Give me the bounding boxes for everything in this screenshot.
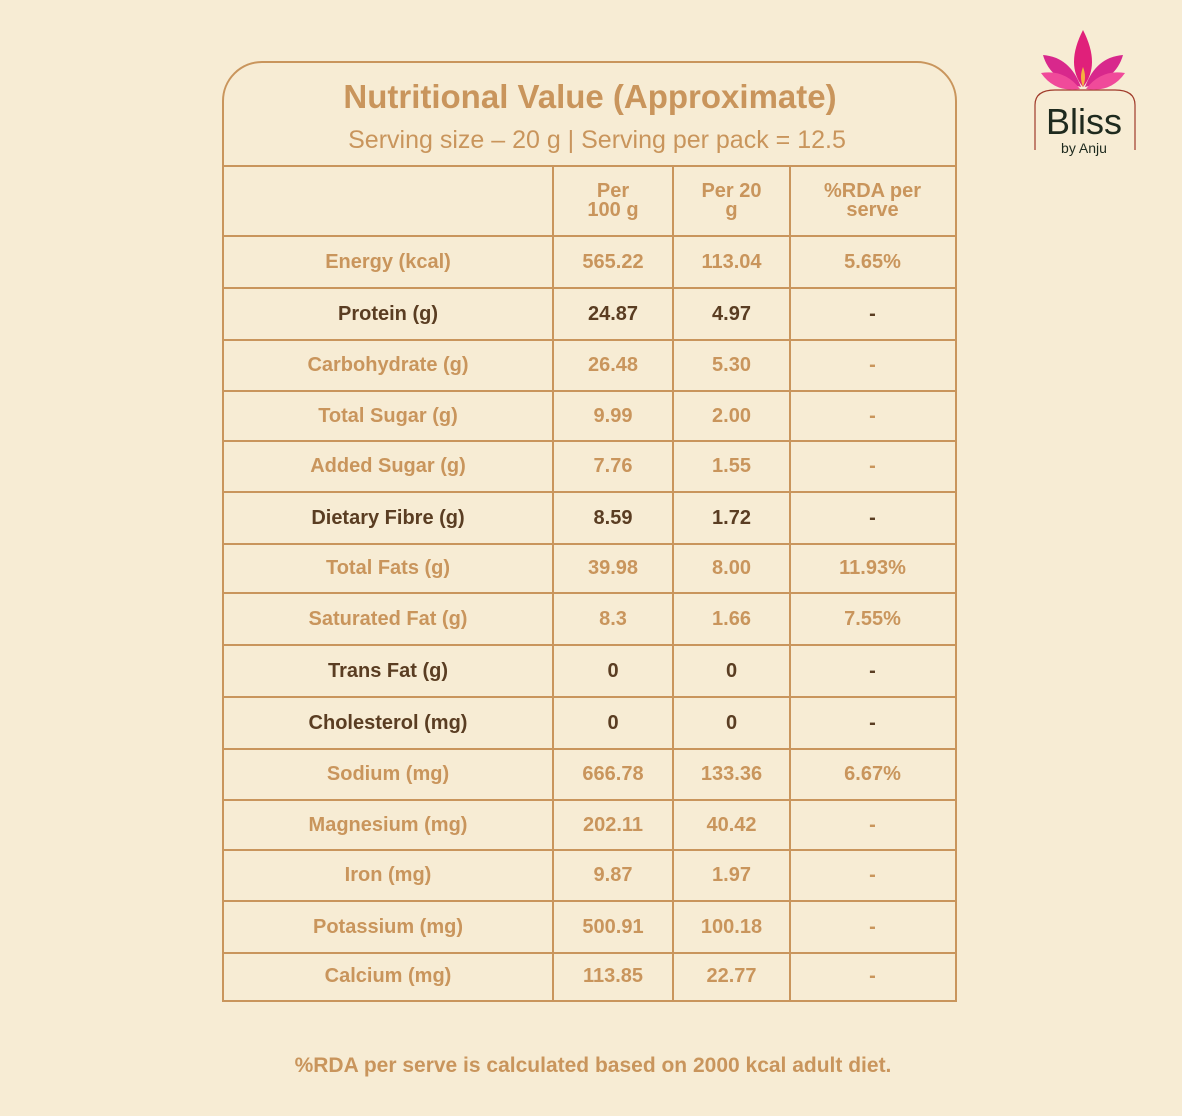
table-cell: Energy (kcal) [325, 250, 451, 273]
column-divider [672, 166, 674, 1000]
table-cell: Calcium (mg) [324, 965, 452, 987]
row-divider [223, 339, 955, 341]
table-cell: 113.85 [582, 965, 644, 987]
table-cell: Added Sugar (g) [310, 455, 466, 477]
table-cell: 24.87 [587, 302, 639, 325]
table-cell: 26.48 [587, 354, 639, 376]
row-divider [223, 390, 955, 392]
table-cell: 5.65% [844, 250, 901, 273]
row-divider [223, 952, 955, 954]
table-cell: 1.72 [712, 506, 751, 529]
table-cell: - [869, 404, 876, 427]
title: Nutritional Value (Approximate) [343, 78, 837, 115]
table-cell: 500.91 [582, 915, 644, 938]
table-cell: 100.18 [700, 915, 763, 938]
table-cell: 565.22 [582, 250, 644, 273]
table-cell: - [869, 354, 876, 376]
table-cell: 8.3 [599, 607, 627, 630]
table-cell: Trans Fat (g) [327, 659, 448, 682]
header-cell: %RDA per serve [823, 180, 922, 221]
lotus-icon [1041, 30, 1125, 90]
row-divider [223, 440, 955, 442]
table-cell: 0 [725, 711, 738, 734]
table-cell: 1.66 [712, 607, 751, 630]
table-cell: Total Fats (g) [325, 557, 451, 579]
table-cell: - [869, 864, 876, 886]
table-cell: 22.77 [706, 965, 757, 987]
table-cell: - [869, 711, 876, 734]
table-cell: 7.76 [593, 455, 633, 477]
row-divider [223, 287, 955, 289]
logo-name: Bliss [1046, 101, 1122, 142]
column-divider [552, 166, 554, 1000]
column-divider [789, 166, 791, 1000]
table-cell: 9.99 [593, 404, 633, 427]
table-cell: 0 [607, 659, 619, 682]
row-divider [223, 592, 955, 594]
row-divider [223, 491, 955, 493]
table-cell: - [869, 659, 876, 682]
header-cell: Per 100 g [587, 180, 639, 221]
table-cell: 39.98 [587, 557, 639, 579]
table-cell: - [869, 302, 876, 325]
table-cell: 1.55 [712, 455, 751, 477]
table-cell: - [869, 915, 876, 938]
table-cell: 2.00 [712, 404, 751, 427]
row-divider [223, 849, 955, 851]
table-cell: 5.30 [712, 354, 751, 376]
table-cell: Sodium (mg) [326, 763, 450, 785]
row-divider [223, 165, 955, 167]
table-cell: 4.97 [712, 302, 751, 325]
table-cell: 0 [725, 659, 738, 682]
logo-tagline: by Anju [1061, 140, 1107, 156]
table-cell: 8.00 [712, 557, 751, 579]
header-cell: Per 20 g [701, 180, 762, 221]
row-divider [223, 543, 955, 545]
table-cell: 666.78 [582, 763, 644, 785]
table-cell: 7.55% [844, 607, 901, 630]
row-divider [223, 900, 955, 902]
table-cell: Protein (g) [338, 302, 438, 325]
table-cell: - [869, 813, 876, 836]
table-cell: Iron (mg) [344, 864, 432, 886]
table-cell: 8.59 [593, 506, 633, 529]
table-cell: Dietary Fibre (g) [311, 506, 465, 529]
table-cell: 0 [607, 711, 619, 734]
row-divider [223, 235, 955, 237]
table-cell: 202.11 [582, 813, 644, 836]
table-cell: - [869, 965, 876, 987]
table-cell: Magnesium (mg) [308, 813, 468, 836]
logo: Bliss by Anju [1034, 30, 1136, 156]
table-cell: Total Sugar (g) [318, 404, 458, 427]
table-cell: Potassium (mg) [312, 915, 464, 938]
row-divider [223, 696, 955, 698]
row-divider [223, 799, 955, 801]
table-cell: 6.67% [844, 763, 901, 785]
row-divider [223, 644, 955, 646]
table-cell: 40.42 [706, 813, 757, 836]
subtitle: Serving size – 20 g | Serving per pack =… [348, 126, 846, 154]
table-cell: Carbohydrate (g) [307, 354, 469, 376]
table-cell: 113.04 [701, 250, 762, 273]
table-cell: - [869, 455, 876, 477]
row-divider [223, 748, 955, 750]
table-cell: 133.36 [700, 763, 763, 785]
logo-frame [1034, 89, 1136, 150]
table-cell: 11.93% [839, 557, 906, 579]
table-cell: - [869, 506, 876, 529]
table-cell: Cholesterol (mg) [308, 711, 468, 734]
table-cell: 9.87 [593, 864, 633, 886]
table-frame [222, 61, 957, 1002]
table-cell: 1.97 [712, 864, 751, 886]
table-cell: Saturated Fat (g) [308, 607, 468, 630]
footnote: %RDA per serve is calculated based on 20… [294, 1054, 892, 1077]
